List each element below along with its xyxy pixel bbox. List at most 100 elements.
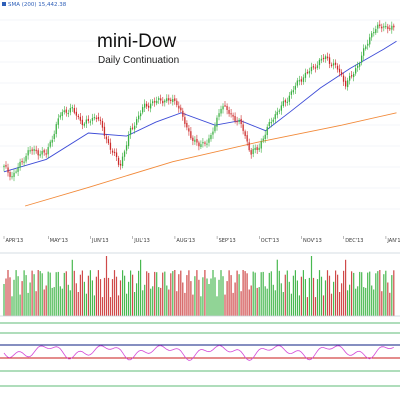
candle-body xyxy=(258,147,260,150)
volume-bar xyxy=(188,270,190,316)
candle-body xyxy=(7,167,9,173)
candle-body xyxy=(45,153,47,155)
candle-body xyxy=(391,25,393,30)
candle-body xyxy=(340,72,343,75)
price-gridlines xyxy=(0,19,400,210)
candle-body xyxy=(73,108,75,113)
volume-bar xyxy=(381,291,383,316)
candle-body xyxy=(194,139,196,142)
volume-bar xyxy=(115,276,118,316)
candle-body xyxy=(300,79,302,82)
candle-body xyxy=(312,66,315,68)
volume-bar xyxy=(320,276,323,316)
month-label: SEP'13 xyxy=(219,238,236,244)
candle-body xyxy=(256,147,258,150)
candle-body xyxy=(53,133,55,139)
candle-body xyxy=(230,113,232,115)
candle-body xyxy=(119,163,122,166)
volume-bar xyxy=(122,270,124,316)
volume-bar xyxy=(347,290,349,316)
candle-body xyxy=(79,116,81,121)
candle-body xyxy=(351,75,353,77)
candle-body xyxy=(284,100,286,103)
volume-bar xyxy=(385,270,387,316)
volume-bar xyxy=(124,275,126,316)
candle-body xyxy=(107,139,110,144)
volume-bar xyxy=(343,270,345,316)
volume-bar xyxy=(91,280,93,316)
volume-bar xyxy=(246,273,248,316)
candle-body xyxy=(55,124,57,134)
candle-body xyxy=(186,123,188,128)
volume-bar xyxy=(254,272,256,316)
candle-body xyxy=(383,26,385,28)
candle-body xyxy=(274,114,276,120)
candle-body xyxy=(27,150,29,156)
candle-body xyxy=(320,58,323,61)
candle-body xyxy=(9,172,11,177)
volume-bar xyxy=(87,275,89,316)
candle-body xyxy=(345,80,347,87)
legend-sma-label: SMA (200) 15,442.38 xyxy=(8,2,67,8)
candle-body xyxy=(262,138,264,141)
volume-bar xyxy=(391,275,393,316)
candle-body xyxy=(57,118,59,125)
candle-body xyxy=(65,109,67,113)
volume-bar xyxy=(200,296,202,316)
volume-bar xyxy=(298,295,300,316)
volume-bar xyxy=(79,274,81,316)
candle-body xyxy=(290,91,292,95)
volume-bar xyxy=(316,279,319,316)
candle-body xyxy=(17,167,19,172)
volume-bar xyxy=(15,270,17,316)
candle-body xyxy=(154,101,156,103)
candle-body xyxy=(371,33,373,38)
candle-body xyxy=(228,110,230,114)
volume-series xyxy=(3,256,395,316)
candle-body xyxy=(85,119,87,124)
volume-bar xyxy=(258,287,260,316)
volume-bar xyxy=(35,291,37,316)
volume-bar xyxy=(353,272,355,316)
candle-body xyxy=(142,107,144,113)
volume-bar xyxy=(244,271,246,316)
candle-body xyxy=(192,137,194,141)
candle-body xyxy=(198,142,200,147)
volume-bar xyxy=(357,286,359,316)
volume-bar xyxy=(51,287,53,316)
volume-bar xyxy=(180,270,182,316)
volume-bar xyxy=(322,295,325,316)
volume-bar xyxy=(363,287,365,316)
candle-body xyxy=(208,138,210,143)
volume-bar xyxy=(371,285,373,316)
candle-body xyxy=(314,67,317,69)
sma-200-line xyxy=(24,112,397,207)
candle-body xyxy=(322,57,325,60)
candle-body xyxy=(379,24,381,26)
volume-bar xyxy=(296,280,298,316)
candle-body xyxy=(332,63,335,66)
candle-body xyxy=(282,101,284,106)
candle-body xyxy=(196,139,198,143)
candle-body xyxy=(129,128,132,135)
candle-body xyxy=(51,139,53,143)
candle-body xyxy=(200,144,202,147)
candle-body xyxy=(342,75,345,82)
volume-bar xyxy=(144,284,146,316)
volume-bar xyxy=(290,293,292,316)
candle-body xyxy=(148,105,150,108)
candle-body xyxy=(330,64,333,66)
volume-bar xyxy=(389,292,391,316)
volume-bar xyxy=(142,290,144,316)
volume-bar xyxy=(27,292,29,316)
candle-body xyxy=(156,100,158,104)
candle-body xyxy=(369,37,371,45)
volume-bar xyxy=(31,270,33,316)
candle-body xyxy=(83,123,85,126)
volume-bar xyxy=(23,270,25,316)
volume-bar xyxy=(208,284,210,316)
volume-bar xyxy=(361,272,363,316)
volume-bar xyxy=(220,270,222,316)
volume-bar xyxy=(148,272,150,316)
